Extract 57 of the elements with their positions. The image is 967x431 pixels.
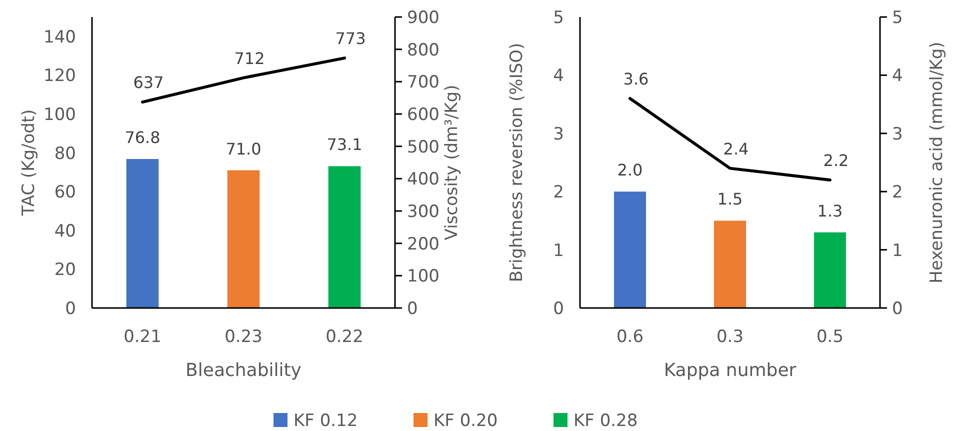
y-axis-title: Brightness reversion (%ISO) — [507, 42, 527, 282]
data-label: 1.5 — [717, 190, 743, 209]
data-label: 3.6 — [623, 69, 649, 88]
x-axis-title: Bleachability — [186, 360, 302, 381]
y-axis-title: TAC (Kg/odt) — [19, 109, 39, 217]
y-tick-label: 3 — [553, 124, 564, 144]
legend-label: KF 0.20 — [434, 410, 498, 431]
y2-axis-title: Viscosity (dm³/Kg) — [442, 84, 462, 240]
x-tick-label: 0.22 — [326, 327, 364, 347]
x-tick-label: 0.21 — [124, 327, 162, 347]
x-tick-label: 0.5 — [816, 327, 844, 347]
y-tick-label: 4 — [553, 66, 564, 86]
y2-tick-label: 1 — [892, 240, 903, 261]
x-tick-label: 0.23 — [224, 327, 262, 347]
data-label: 71.0 — [226, 139, 262, 158]
legend-label: KF 0.28 — [574, 410, 638, 431]
legend-label: KF 0.12 — [294, 410, 358, 431]
y2-tick-label: 700 — [407, 72, 440, 93]
y-tick-label: 120 — [44, 66, 76, 86]
y2-tick-label: 2 — [892, 182, 903, 203]
y2-tick-label: 100 — [407, 266, 440, 287]
data-label: 637 — [133, 73, 164, 92]
y-tick-label: 0 — [553, 298, 564, 319]
y2-tick-label: 400 — [407, 170, 440, 190]
y2-tick-label: 3 — [892, 124, 903, 144]
data-label: 76.8 — [124, 128, 160, 148]
data-label: 773 — [335, 29, 366, 48]
x-axis-title: Kappa number — [664, 360, 797, 381]
y-tick-label: 2 — [553, 182, 564, 203]
y-tick-label: 140 — [44, 27, 76, 48]
data-label: 712 — [234, 48, 265, 68]
y-tick-label: 60 — [54, 182, 76, 203]
y-tick-label: 0 — [65, 298, 76, 319]
y2-tick-label: 500 — [407, 137, 440, 158]
data-label: 73.1 — [326, 135, 362, 154]
y-tick-label: 80 — [54, 144, 76, 164]
x-tick-label: 0.6 — [616, 327, 644, 347]
y-tick-label: 1 — [553, 240, 564, 261]
y2-tick-label: 4 — [892, 66, 903, 86]
data-label: 2.4 — [723, 139, 749, 158]
y2-tick-label: 600 — [407, 104, 440, 125]
y-tick-label: 40 — [54, 221, 76, 242]
y2-tick-label: 200 — [407, 234, 440, 254]
y-tick-label: 20 — [54, 260, 76, 280]
y2-tick-label: 5 — [892, 8, 903, 28]
y2-tick-label: 900 — [407, 8, 440, 28]
y2-axis-title: Hexenuronic acid (mmol/Kg) — [927, 42, 947, 284]
data-label: 2.0 — [617, 160, 643, 180]
y-tick-label: 5 — [553, 8, 564, 28]
y2-tick-label: 300 — [407, 202, 440, 222]
y2-tick-label: 0 — [407, 298, 418, 319]
y-tick-label: 100 — [44, 104, 76, 125]
data-label: 1.3 — [817, 201, 843, 220]
data-label: 2.2 — [823, 150, 849, 170]
x-tick-label: 0.3 — [716, 327, 744, 347]
y2-tick-label: 800 — [407, 40, 440, 60]
y2-tick-label: 0 — [892, 298, 903, 319]
